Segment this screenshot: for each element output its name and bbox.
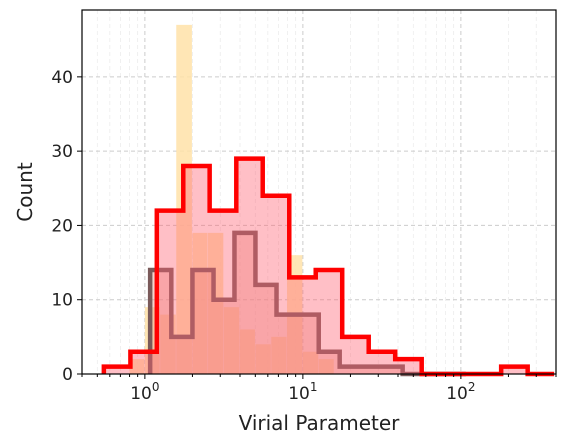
y-tick-label: 30 — [51, 142, 73, 162]
x-tick-label: 101 — [288, 380, 317, 404]
step-histogram-fill-2 — [103, 158, 555, 374]
x-tick-label: 102 — [446, 380, 475, 404]
y-tick-label: 10 — [51, 291, 73, 311]
y-tick-label: 40 — [51, 68, 73, 88]
histogram-bar — [318, 359, 334, 374]
x-tick-label: 100 — [130, 380, 159, 404]
histogram-bar — [271, 336, 287, 374]
histogram-bar — [129, 359, 145, 374]
y-axis-label: Count — [13, 162, 37, 222]
plot-frame — [81, 9, 557, 375]
histogram-bar — [255, 344, 271, 374]
step-histogram-outline-1 — [147, 230, 466, 377]
series-layer — [101, 24, 555, 377]
y-tick-label: 20 — [51, 216, 73, 236]
histogram-bar — [302, 351, 319, 374]
step-histogram-fill-1 — [150, 232, 466, 374]
x-axis-label: Virial Parameter — [239, 411, 401, 435]
y-tick-label: 0 — [62, 365, 73, 385]
histogram-bar — [239, 329, 255, 374]
histogram-bar — [223, 307, 240, 374]
tick-layer: 0 10 20 30 40 100 101 102 — [51, 68, 557, 404]
